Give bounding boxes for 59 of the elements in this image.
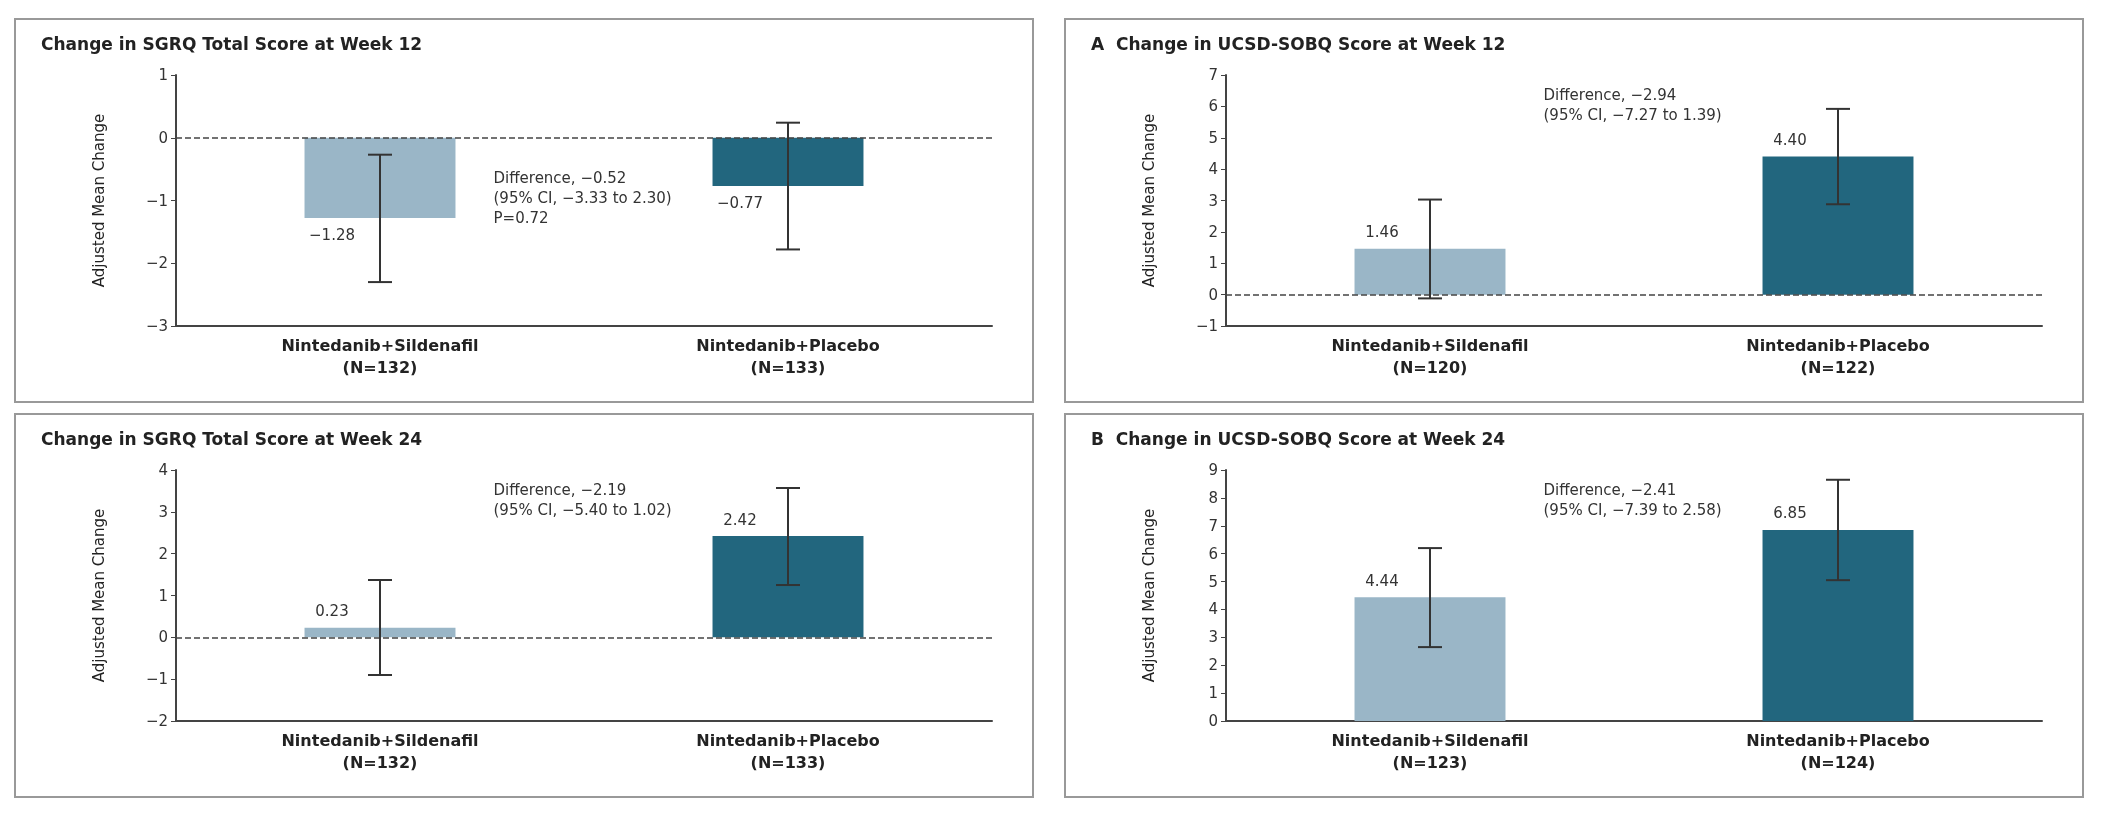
y-tick-label: 1	[158, 586, 168, 605]
y-tick-label: 3	[158, 502, 168, 521]
y-tick-label: 1	[1208, 684, 1218, 703]
y-tick-label: 0	[158, 128, 168, 147]
y-tick-label: 4	[1208, 160, 1218, 179]
chart-title: A Change in UCSD-SOBQ Score at Week 12	[1091, 33, 1506, 54]
data-label: −1.28	[309, 225, 355, 244]
y-tick-label: 7	[1208, 516, 1218, 535]
y-tick-label: 1	[158, 66, 168, 84]
annotation: Difference, −2.19 (95% CI, −5.40 to 1.02)	[493, 481, 672, 519]
chart-title: Change in SGRQ Total Score at Week 24	[41, 428, 423, 449]
x-tick-label: Nintedanib+Sildenafil (N=132)	[281, 730, 479, 772]
y-tick-label: 2	[1208, 656, 1218, 675]
y-axis-title: Adjusted Mean Change	[89, 508, 108, 683]
x-tick-label: Nintedanib+Placebo (N=133)	[696, 730, 880, 772]
x-tick-label: Nintedanib+Sildenafil (N=132)	[281, 335, 479, 377]
y-tick-label: 7	[1208, 66, 1218, 84]
data-label: 1.46	[1365, 223, 1399, 242]
y-tick-label: 2	[1208, 222, 1218, 241]
y-tick-label: 0	[158, 628, 168, 647]
x-tick-label: Nintedanib+Placebo (N=133)	[696, 335, 880, 377]
y-tick-label: 5	[1208, 128, 1218, 147]
annotation: Difference, −0.52 (95% CI, −3.33 to 2.30) P=0.72	[493, 168, 672, 227]
data-label: 4.44	[1365, 571, 1399, 590]
y-tick-label: 3	[1208, 191, 1218, 210]
y-tick-label: −2	[145, 254, 168, 273]
x-tick-label: Nintedanib+Sildenafil (N=123)	[1331, 730, 1529, 772]
y-tick-label: 6	[1208, 97, 1218, 116]
y-tick-label: −1	[1195, 317, 1218, 335]
y-tick-label: 5	[1208, 572, 1218, 591]
y-axis-title: Adjusted Mean Change	[1139, 508, 1158, 683]
data-label: 0.23	[315, 602, 349, 621]
data-label: 6.85	[1773, 504, 1807, 523]
chart-title: Change in SGRQ Total Score at Week 12	[41, 33, 423, 54]
y-axis-title: Adjusted Mean Change	[89, 113, 108, 288]
y-tick-label: 4	[1208, 600, 1218, 619]
y-axis-title: Adjusted Mean Change	[1139, 113, 1158, 288]
y-tick-label: 1	[1208, 254, 1218, 273]
y-tick-label: −1	[145, 670, 168, 689]
data-label: −0.77	[717, 193, 763, 212]
chart-title: B Change in UCSD-SOBQ Score at Week 24	[1091, 428, 1506, 449]
y-tick-label: 4	[158, 461, 168, 479]
y-tick-label: 0	[1208, 285, 1218, 304]
x-tick-label: Nintedanib+Placebo (N=124)	[1746, 730, 1930, 772]
x-tick-label: Nintedanib+Placebo (N=122)	[1746, 335, 1930, 377]
annotation: Difference, −2.41 (95% CI, −7.39 to 2.58)	[1543, 481, 1722, 519]
y-tick-label: 0	[1208, 712, 1218, 730]
x-tick-label: Nintedanib+Sildenafil (N=120)	[1331, 335, 1529, 377]
y-tick-label: 6	[1208, 544, 1218, 563]
annotation: Difference, −2.94 (95% CI, −7.27 to 1.39)	[1543, 86, 1722, 124]
data-label: 4.40	[1773, 131, 1807, 150]
y-tick-label: −2	[145, 712, 168, 730]
data-label: 2.42	[723, 510, 757, 529]
y-tick-label: 2	[158, 544, 168, 563]
y-tick-label: 3	[1208, 628, 1218, 647]
y-tick-label: −1	[145, 191, 168, 210]
y-tick-label: 8	[1208, 488, 1218, 507]
y-tick-label: 9	[1208, 461, 1218, 479]
y-tick-label: −3	[145, 317, 168, 335]
